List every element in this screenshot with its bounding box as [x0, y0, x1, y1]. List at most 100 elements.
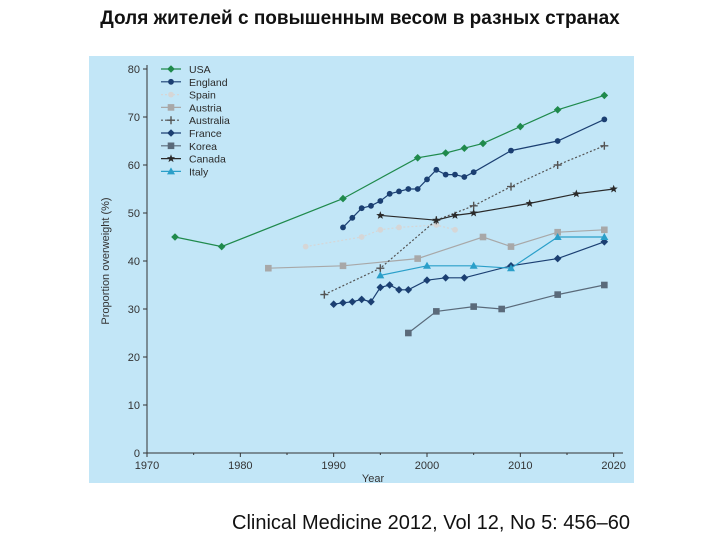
data-point-england [349, 214, 356, 221]
data-point-england [414, 186, 421, 192]
data-point-australia [376, 264, 385, 273]
legend-marker-usa [167, 65, 175, 73]
data-point-austria [554, 228, 561, 236]
citation: Clinical Medicine 2012, Vol 12, No 5: 45… [232, 512, 631, 534]
data-point-france [553, 254, 562, 263]
data-point-usa [413, 154, 422, 162]
data-point-austria [414, 255, 421, 262]
series-line-france [333, 241, 605, 305]
legend-marker-austria [167, 104, 175, 111]
series-austria [265, 226, 608, 272]
data-point-korea [433, 308, 440, 315]
x-tick-label: 1970 [135, 460, 159, 472]
data-point-spain [452, 226, 458, 233]
legend-label-england: England [189, 77, 228, 89]
data-point-england [461, 174, 468, 180]
data-point-usa [553, 106, 562, 114]
data-point-france [423, 276, 431, 284]
legend-label-korea: Korea [189, 141, 217, 153]
data-point-england [386, 190, 393, 197]
series-korea [405, 281, 608, 337]
slide-title: Доля жителей с повышенным весом в разных… [100, 8, 620, 29]
chart-panel [89, 56, 634, 483]
data-point-england [340, 224, 346, 231]
series-line-austria [268, 229, 605, 269]
series-canada [376, 184, 618, 224]
data-point-australia [600, 141, 609, 150]
data-point-usa [600, 91, 609, 100]
series-italy [376, 233, 609, 279]
y-tick-label: 50 [128, 208, 140, 220]
data-point-canada [572, 189, 581, 198]
series-line-usa [174, 94, 605, 248]
y-tick-label: 20 [128, 352, 140, 364]
data-point-austria [479, 233, 487, 241]
data-point-canada [609, 184, 618, 193]
data-point-italy [376, 271, 385, 279]
legend-label-france: France [189, 128, 222, 140]
legend-marker-korea [167, 142, 175, 150]
series-england [340, 116, 608, 231]
data-point-france [339, 298, 347, 307]
legend-label-usa: USA [189, 64, 211, 76]
data-point-spain [433, 222, 440, 228]
legend-marker-france [167, 129, 175, 137]
data-point-usa [479, 139, 487, 148]
x-tick-label: 2000 [415, 460, 439, 472]
x-tick-label: 1980 [228, 460, 252, 472]
data-point-england [470, 169, 477, 176]
data-point-korea [470, 303, 477, 310]
data-point-usa [217, 242, 226, 251]
data-point-korea [601, 281, 608, 289]
data-point-spain [377, 226, 384, 233]
data-point-england [424, 176, 430, 183]
data-point-england [433, 166, 440, 173]
legend-label-spain: Spain [189, 90, 216, 102]
data-point-england [405, 186, 412, 192]
series-line-korea [407, 284, 605, 334]
data-point-spain [358, 234, 365, 240]
data-point-canada [432, 215, 441, 224]
legend-marker-england [168, 78, 174, 85]
data-point-england [377, 198, 384, 204]
data-point-england [601, 116, 608, 123]
data-point-france [385, 281, 394, 289]
data-point-england [554, 138, 561, 144]
data-point-usa [171, 233, 179, 241]
data-point-usa [441, 149, 450, 157]
data-point-france [376, 283, 385, 292]
data-point-australia [469, 201, 478, 210]
data-point-france [395, 286, 403, 294]
data-point-france [441, 274, 450, 282]
series-line-australia [324, 145, 605, 296]
legend-label-australia: Australia [189, 115, 230, 127]
data-point-england [442, 171, 449, 178]
data-point-france [329, 300, 338, 308]
data-point-austria [265, 264, 272, 272]
data-point-spain [302, 243, 309, 250]
data-point-australia [553, 161, 562, 169]
data-point-italy [423, 261, 431, 269]
data-point-france [348, 298, 357, 306]
data-point-england [368, 202, 374, 209]
y-tick-label: 30 [128, 304, 140, 316]
x-axis-label: Year [362, 473, 385, 483]
legend-marker-canada [166, 154, 176, 163]
data-point-england [508, 147, 514, 154]
data-point-usa [516, 122, 525, 131]
data-point-austria [507, 243, 515, 250]
x-tick-label: 2010 [508, 460, 532, 472]
legend-label-italy: Italy [189, 166, 209, 178]
data-point-canada [450, 211, 460, 219]
series-france [329, 238, 609, 308]
y-tick-label: 80 [128, 64, 140, 76]
y-tick-label: 60 [128, 160, 140, 172]
x-tick-label: 1990 [321, 460, 345, 472]
data-point-france [404, 286, 413, 294]
data-point-canada [469, 208, 478, 217]
chart-svg: 0 10 20 30 40 50 60 70 80 1970 1980 1990 2000 2010 202… [100, 64, 626, 483]
data-point-australia [320, 290, 329, 299]
data-point-france [367, 298, 375, 306]
y-tick-label: 40 [128, 256, 140, 268]
data-point-australia [507, 182, 515, 191]
